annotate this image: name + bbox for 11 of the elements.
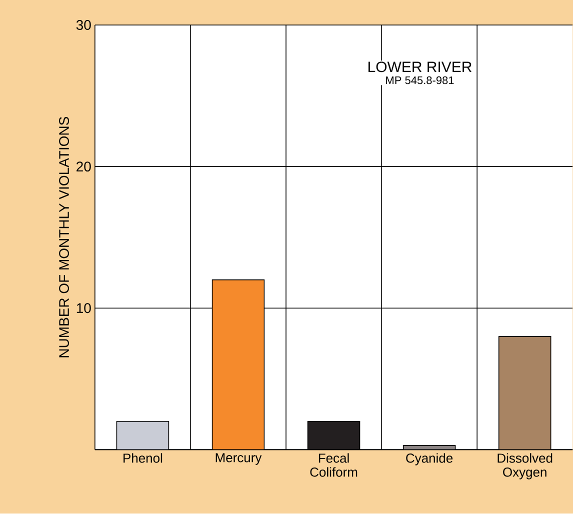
x-tick-label: Cyanide [406,453,453,466]
x-tick-label: Mercury [216,453,262,466]
y-tick-label: 30 [76,20,91,30]
y-axis-title: NUMBER OF MONTHLY VIOLATIONS [59,117,69,358]
x-tick-label: Fecal Coliform [310,453,358,477]
annotation: MP 545.8-981 [386,76,454,84]
y-tick-label: 10 [76,303,91,314]
annotation: LOWER RIVER [368,62,472,72]
y-tick-label: 20 [76,162,91,172]
x-tick-label: Dissolved Oxygen [498,453,552,480]
x-tick-label: Phenol [124,453,162,463]
